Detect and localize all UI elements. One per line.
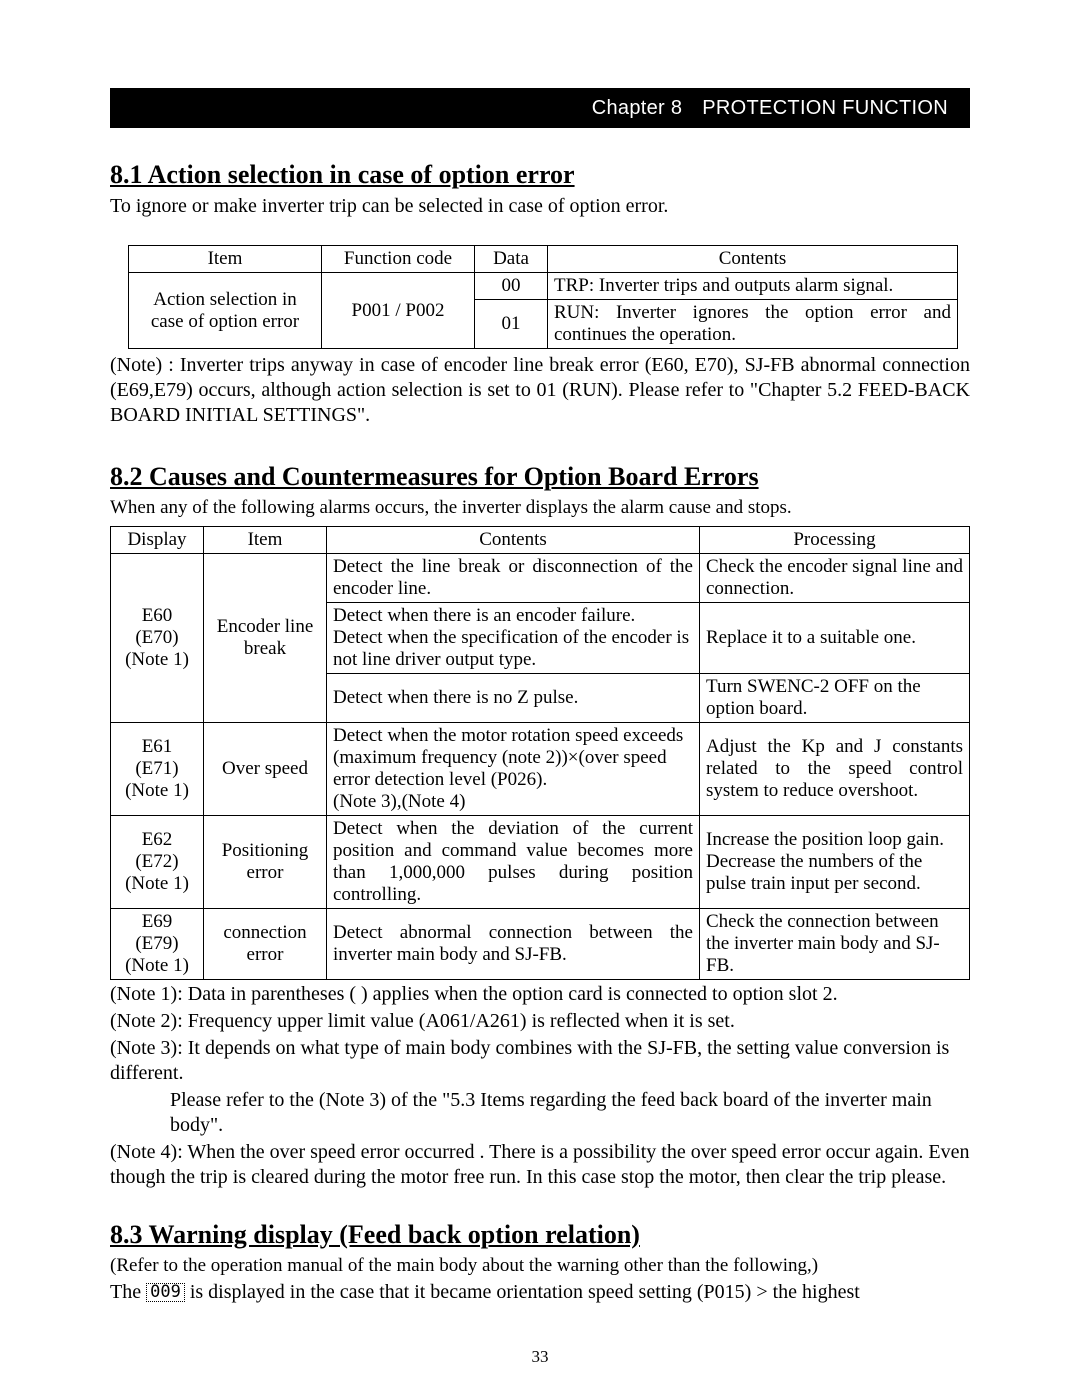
t1-item: Action selection in case of option error bbox=[129, 273, 322, 349]
chapter-banner: Chapter 8 PROTECTION FUNCTION bbox=[110, 88, 970, 128]
t2-h-display: Display bbox=[111, 526, 204, 553]
t2-g1-r0-c: Detect when the motor rotation speed exc… bbox=[327, 722, 700, 815]
t2-g0-display: E60 (E70) (Note 1) bbox=[111, 553, 204, 722]
t2-g0-r0-p: Check the encoder signal line and connec… bbox=[700, 553, 970, 602]
causes-countermeasures-table: Display Item Contents Processing E60 (E7… bbox=[110, 526, 970, 980]
t2-g0-r2-p: Turn SWENC-2 OFF on the option board. bbox=[700, 673, 970, 722]
t2-h-item: Item bbox=[204, 526, 327, 553]
warning-code-icon: 009 bbox=[146, 1283, 185, 1302]
t1-h-item: Item bbox=[129, 246, 322, 273]
t1-h-contents: Contents bbox=[548, 246, 958, 273]
section-8-2-intro: When any of the following alarms occurs,… bbox=[110, 496, 970, 520]
t2-g1-item: Over speed bbox=[204, 722, 327, 815]
chapter-label: Chapter 8 bbox=[592, 97, 683, 120]
t2-g2-r0-c: Detect when the deviation of the current… bbox=[327, 815, 700, 908]
page: Chapter 8 PROTECTION FUNCTION 8.1 Action… bbox=[0, 0, 1080, 1397]
section-8-3-heading: 8.3 Warning display (Feed back option re… bbox=[110, 1220, 970, 1250]
section-8-3-line1: (Refer to the operation manual of the ma… bbox=[110, 1254, 970, 1278]
t1-r1-contents: RUN: Inverter ignores the option error a… bbox=[548, 300, 958, 349]
note-1: (Note 1): Data in parentheses ( ) applie… bbox=[110, 982, 970, 1007]
t2-g1-r0-p: Adjust the Kp and J constants related to… bbox=[700, 722, 970, 815]
t1-r0-data: 00 bbox=[475, 273, 548, 300]
t2-h-processing: Processing bbox=[700, 526, 970, 553]
t2-g0-r1-p: Replace it to a suitable one. bbox=[700, 602, 970, 673]
s83-post: is displayed in the case that it became … bbox=[190, 1281, 860, 1303]
t2-g3-display: E69 (E79) (Note 1) bbox=[111, 908, 204, 979]
note-3: (Note 3): It depends on what type of mai… bbox=[110, 1036, 970, 1086]
t2-g2-r0-p: Increase the position loop gain. Decreas… bbox=[700, 815, 970, 908]
t1-r0-contents: TRP: Inverter trips and outputs alarm si… bbox=[548, 273, 958, 300]
t1-h-func: Function code bbox=[322, 246, 475, 273]
t2-g3-r0-c: Detect abnormal connection between the i… bbox=[327, 908, 700, 979]
section-8-1-heading: 8.1 Action selection in case of option e… bbox=[110, 160, 970, 190]
section-8-1-intro: To ignore or make inverter trip can be s… bbox=[110, 194, 970, 219]
page-number: 33 bbox=[0, 1347, 1080, 1367]
t2-g0-r1-c: Detect when there is an encoder failure.… bbox=[327, 602, 700, 673]
t2-h-contents: Contents bbox=[327, 526, 700, 553]
note-2: (Note 2): Frequency upper limit value (A… bbox=[110, 1009, 970, 1034]
note-3b: Please refer to the (Note 3) of the "5.3… bbox=[110, 1088, 970, 1138]
section-8-3-line2: The 009 is displayed in the case that it… bbox=[110, 1280, 970, 1305]
t2-g1-display: E61 (E71) (Note 1) bbox=[111, 722, 204, 815]
t2-g2-display: E62 (E72) (Note 1) bbox=[111, 815, 204, 908]
t1-r1-data: 01 bbox=[475, 300, 548, 349]
t1-h-data: Data bbox=[475, 246, 548, 273]
note-4-line1: (Note 4): When the over speed error occu… bbox=[110, 1140, 970, 1190]
t2-g0-r0-c: Detect the line break or disconnection o… bbox=[327, 553, 700, 602]
t2-g3-r0-p: Check the connection between the inverte… bbox=[700, 908, 970, 979]
section-8-2-heading: 8.2 Causes and Countermeasures for Optio… bbox=[110, 462, 970, 492]
seg-code: 009 bbox=[150, 1282, 181, 1302]
chapter-title: PROTECTION FUNCTION bbox=[702, 97, 948, 120]
s83-pre: The bbox=[110, 1281, 146, 1303]
t2-g0-item: Encoder line break bbox=[204, 553, 327, 722]
t2-g2-item: Positioning error bbox=[204, 815, 327, 908]
note-4-text: (Note 4): When the over speed error occu… bbox=[110, 1141, 969, 1188]
t2-g3-item: connection error bbox=[204, 908, 327, 979]
section-8-1-note: (Note) : Inverter trips anyway in case o… bbox=[110, 353, 970, 428]
action-selection-table: Item Function code Data Contents Action … bbox=[128, 245, 958, 349]
t1-func: P001 / P002 bbox=[322, 273, 475, 349]
t2-g0-r2-c: Detect when there is no Z pulse. bbox=[327, 673, 700, 722]
